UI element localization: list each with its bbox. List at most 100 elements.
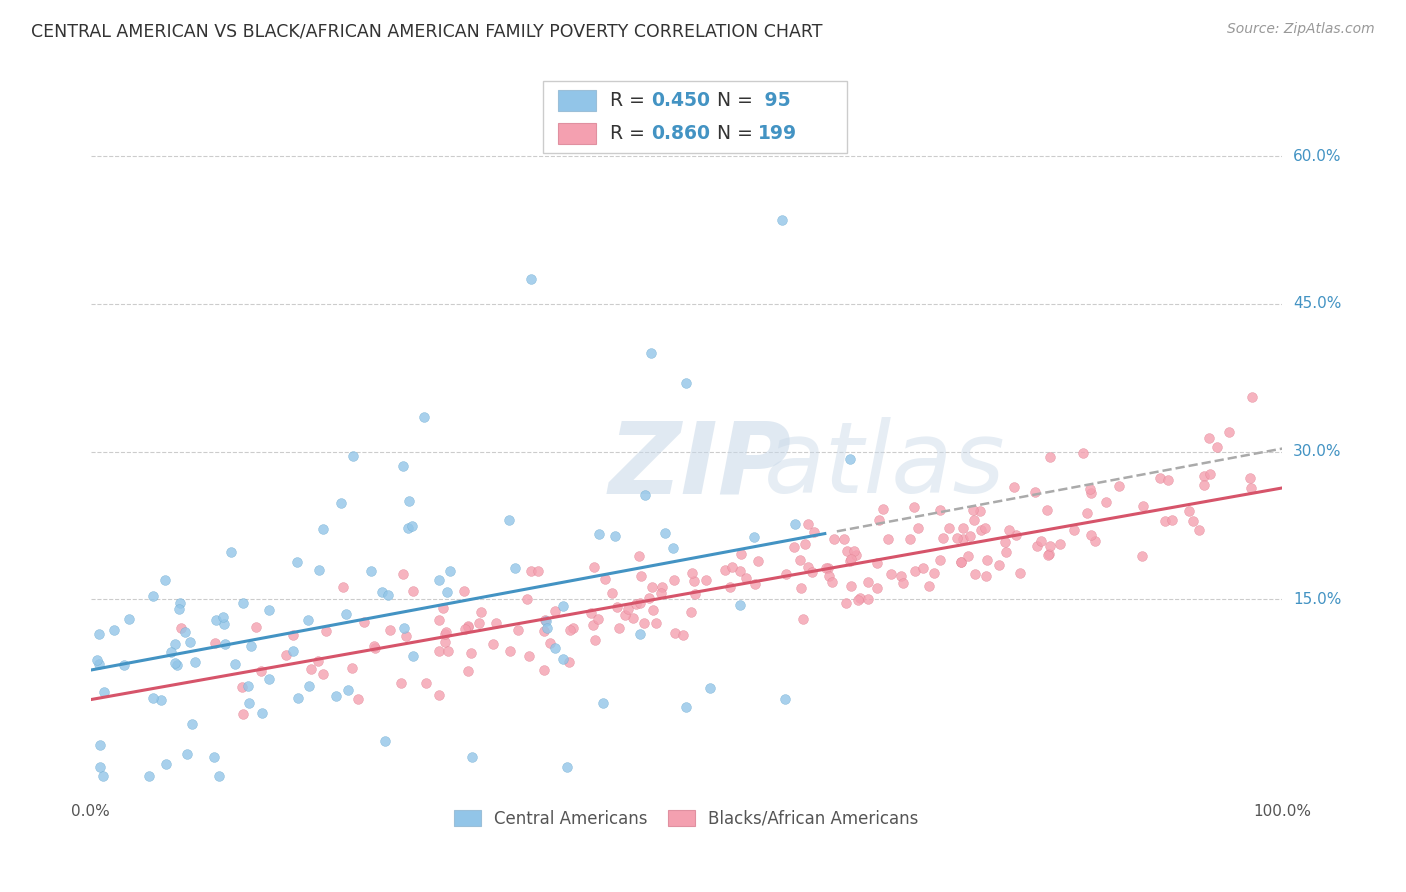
Point bbox=[142, 691, 165, 706]
Point bbox=[1038, 547, 1060, 561]
Point bbox=[427, 688, 450, 702]
Point bbox=[681, 605, 703, 619]
Point bbox=[785, 516, 807, 531]
Point bbox=[204, 636, 226, 650]
Point bbox=[398, 493, 420, 508]
Point bbox=[928, 503, 950, 517]
Point bbox=[335, 607, 357, 621]
Point bbox=[401, 519, 423, 533]
Point bbox=[454, 622, 477, 636]
Point bbox=[1160, 512, 1182, 526]
Point bbox=[536, 614, 558, 628]
Point bbox=[516, 592, 538, 607]
Point bbox=[728, 564, 751, 578]
Point bbox=[163, 656, 186, 670]
Point bbox=[876, 533, 898, 547]
Point bbox=[93, 685, 115, 699]
Point bbox=[461, 749, 484, 764]
Point bbox=[520, 272, 543, 286]
Point bbox=[1108, 479, 1130, 493]
Text: R =: R = bbox=[610, 91, 651, 110]
Point bbox=[427, 613, 450, 627]
Point bbox=[517, 649, 540, 664]
Point bbox=[232, 707, 254, 722]
Point bbox=[179, 635, 201, 649]
Point bbox=[998, 523, 1021, 537]
Point bbox=[945, 531, 967, 545]
Point bbox=[904, 564, 927, 578]
Text: 60.0%: 60.0% bbox=[1294, 149, 1341, 164]
Point bbox=[835, 595, 858, 609]
Point bbox=[1004, 527, 1026, 541]
Point bbox=[138, 769, 160, 783]
Point bbox=[558, 655, 581, 669]
Point bbox=[794, 537, 817, 551]
Point bbox=[457, 664, 479, 678]
Point bbox=[683, 574, 706, 589]
Point bbox=[520, 565, 543, 579]
Point bbox=[498, 644, 520, 658]
Point bbox=[169, 595, 191, 609]
Point bbox=[498, 513, 520, 527]
Point bbox=[224, 657, 246, 671]
Point bbox=[1205, 440, 1227, 454]
Point bbox=[699, 681, 721, 695]
Point bbox=[238, 679, 260, 693]
Point bbox=[963, 566, 986, 581]
Point bbox=[672, 628, 695, 642]
Point bbox=[1049, 537, 1071, 551]
Point bbox=[866, 556, 889, 570]
Point bbox=[287, 691, 309, 706]
Point bbox=[621, 611, 644, 625]
Point bbox=[360, 564, 382, 578]
Point bbox=[112, 657, 135, 672]
Point bbox=[747, 553, 769, 567]
Point bbox=[180, 716, 202, 731]
Point bbox=[285, 555, 308, 569]
Point bbox=[839, 579, 862, 593]
Point bbox=[281, 628, 304, 642]
Point bbox=[506, 623, 529, 637]
Point bbox=[538, 636, 561, 650]
Point bbox=[995, 544, 1018, 558]
Point bbox=[176, 747, 198, 761]
Point bbox=[363, 641, 385, 656]
Point bbox=[544, 604, 567, 618]
Point bbox=[911, 560, 934, 574]
Text: 45.0%: 45.0% bbox=[1294, 296, 1341, 311]
Point bbox=[221, 545, 243, 559]
Point bbox=[391, 676, 413, 690]
Point bbox=[928, 553, 950, 567]
Point bbox=[329, 496, 352, 510]
Point bbox=[814, 561, 837, 575]
Point bbox=[434, 634, 457, 648]
Point bbox=[634, 488, 657, 502]
Point bbox=[239, 639, 262, 653]
Point bbox=[184, 655, 207, 669]
Point bbox=[801, 565, 824, 579]
Point bbox=[718, 580, 741, 594]
Point bbox=[783, 540, 806, 554]
Point bbox=[626, 597, 648, 611]
Point bbox=[257, 673, 280, 687]
Point bbox=[662, 541, 685, 555]
Point bbox=[231, 680, 253, 694]
Point bbox=[952, 532, 974, 546]
Point bbox=[903, 500, 925, 514]
Point bbox=[714, 563, 737, 577]
Point bbox=[347, 692, 370, 706]
Point bbox=[1035, 503, 1057, 517]
Point bbox=[301, 662, 323, 676]
Point bbox=[337, 682, 360, 697]
Point bbox=[207, 769, 229, 783]
Point bbox=[1192, 477, 1215, 491]
Point bbox=[553, 599, 575, 613]
Point bbox=[1218, 425, 1240, 439]
Point bbox=[155, 757, 177, 772]
Point bbox=[432, 600, 454, 615]
Point bbox=[583, 632, 606, 647]
Point bbox=[606, 600, 628, 615]
Point bbox=[166, 657, 188, 672]
Point bbox=[683, 587, 706, 601]
Point bbox=[872, 502, 894, 516]
